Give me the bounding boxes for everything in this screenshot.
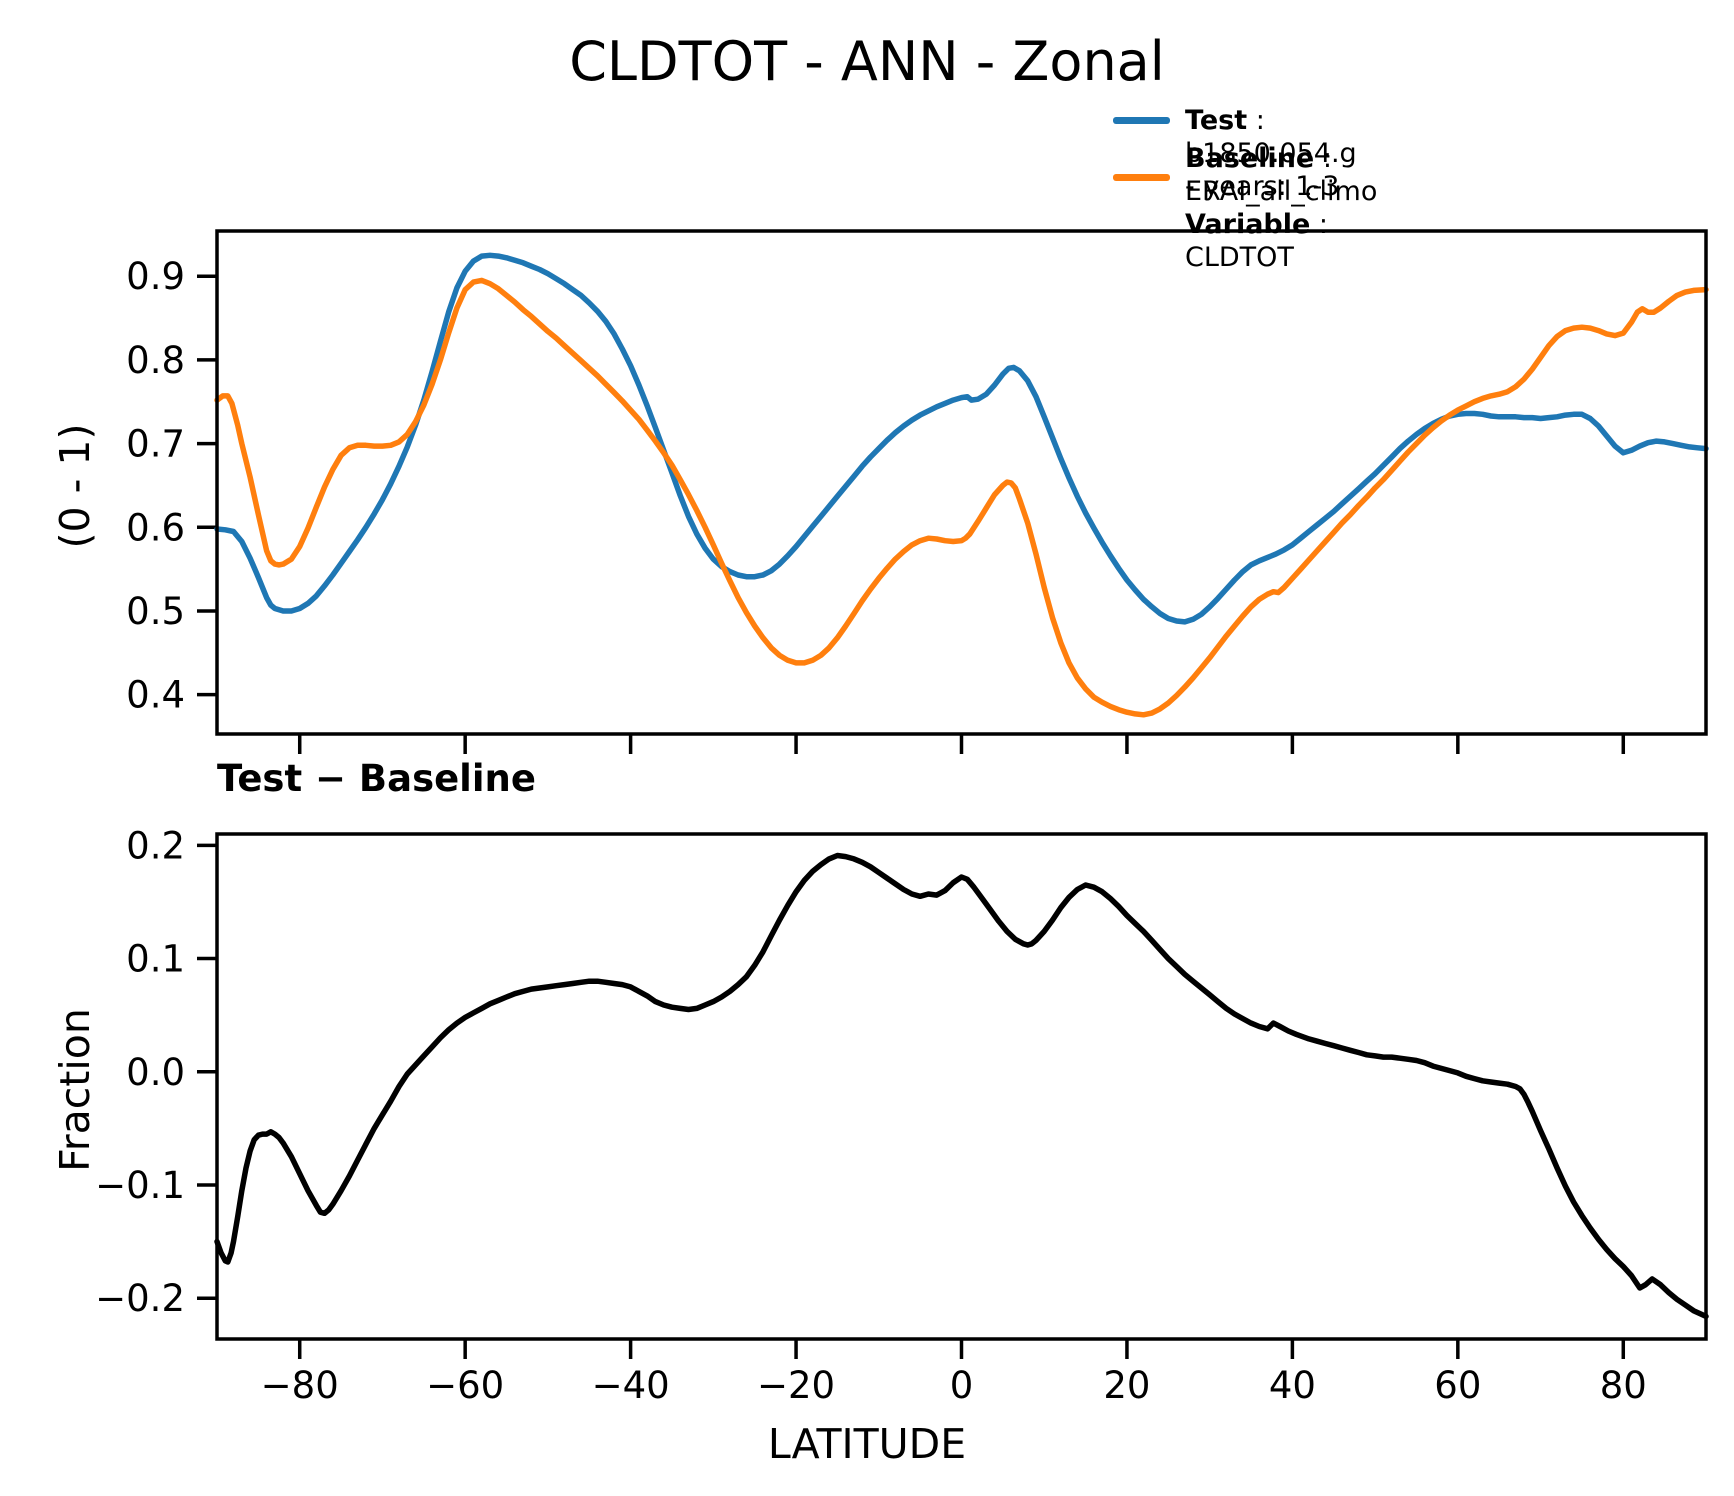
bottom-y-axis-label: Fraction [51,1008,99,1172]
y-tick-label: −0.1 [95,1164,185,1207]
legend-test-text: Test : b1850.054.g - years: 1-3 [1185,104,1357,203]
legend-baseline-label: Baseline [1185,143,1315,174]
legend-variable-label: Variable [1185,209,1311,240]
x-tick-label: −40 [592,1364,670,1407]
diff-panel-title: Test − Baseline [217,757,536,800]
top-y-axis-label: (0 - 1) [51,423,99,549]
y-tick-label: 0.9 [126,255,185,298]
baseline-series-line [214,277,1709,718]
baseline-line-swatch [1113,174,1170,181]
test-line-swatch [1113,117,1170,124]
y-tick-label: 0.7 [126,423,185,466]
y-tick-label: 0.2 [126,824,185,867]
y-tick-label: 0.8 [126,339,185,382]
figure-title: CLDTOT - ANN - Zonal [569,30,1165,93]
x-tick-label: 40 [1269,1364,1316,1407]
y-tick-label: 0.5 [126,590,185,633]
x-tick-label: −80 [261,1364,339,1407]
top-axes-frame [215,229,1708,736]
x-tick-label: 80 [1600,1364,1647,1407]
x-tick-label: 0 [950,1364,974,1407]
x-tick-label: 60 [1434,1364,1481,1407]
legend-test-label: Test [1185,105,1248,136]
y-tick-label: 0.0 [126,1051,185,1094]
legend-variable-sep: : [1310,209,1329,240]
x-tick-label: −60 [426,1364,504,1407]
y-tick-label: 0.4 [126,674,185,717]
y-tick-label: −0.2 [95,1277,185,1320]
x-tick-label: −20 [757,1364,835,1407]
x-tick-label: 20 [1103,1364,1150,1407]
legend-test-sep: : [1247,105,1265,136]
bottom-axes-frame [215,832,1708,1341]
y-tick-label: 0.1 [126,938,185,981]
x-axis-label: LATITUDE [767,1420,967,1468]
diff-series-line [214,852,1709,1320]
legend-test-value: b1850.054.g - years: 1-3 [1185,138,1357,202]
legend-baseline-value: ERAI_all_climo [1185,176,1378,207]
legend-baseline-sep: : [1314,143,1332,174]
y-tick-label: 0.6 [126,506,185,549]
legend-baseline-text: Baseline : ERAI_all_climo Variable : CLD… [1185,142,1377,274]
test-series-line [214,252,1709,625]
legend-variable-value: CLDTOT [1185,242,1294,273]
